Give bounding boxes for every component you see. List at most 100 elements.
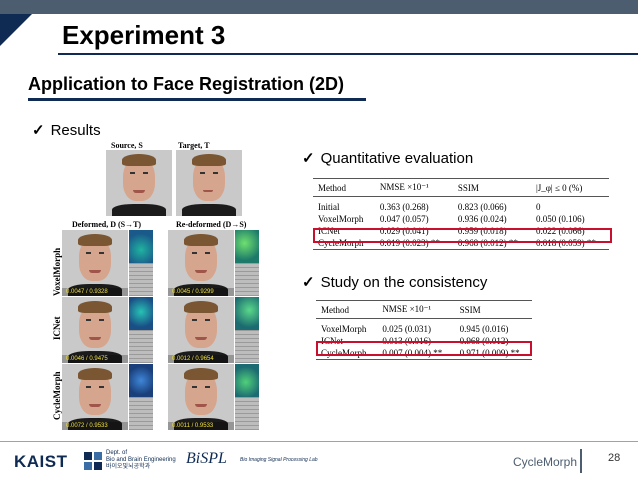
table-cell: 0.363 (0.268) [379, 202, 429, 212]
score-label: 0.0047 / 0.9328 [62, 288, 128, 296]
bullet-results-label: Results [50, 122, 101, 139]
check-icon: ✓ [302, 150, 315, 167]
table-cell: 0.959 (0.018) [457, 226, 507, 236]
redeformed-face-cyclemorph: 0.0011 / 0.9533 [168, 364, 234, 430]
table-cell: 0.018 (0.059) ** [530, 237, 609, 250]
bullet-quantitative: ✓ Quantitative evaluation [302, 149, 473, 167]
redeformed-face-icnet: 0.0012 / 0.9654 [168, 297, 234, 363]
table-row: VoxelMorph 0.025 (0.031) 0.945 (0.016) [316, 319, 532, 336]
corner-accent [0, 14, 32, 46]
bispl-logo: BiSPL [186, 450, 227, 467]
check-icon: ✓ [32, 122, 45, 139]
deformation-grid [129, 397, 153, 430]
table-header: SSIM [452, 178, 531, 197]
table-cell: 0.968 (0.012) ** [452, 237, 531, 250]
deformation-map [129, 230, 153, 263]
title-divider [58, 53, 638, 55]
row-label-voxelmorph: VoxelMorph [52, 247, 62, 296]
page-number: 28 [608, 452, 621, 464]
deformation-grid [235, 397, 259, 430]
deformation-map [129, 297, 153, 330]
table-header: Method [316, 300, 378, 319]
table-header: Method [313, 178, 375, 197]
kaist-logo: KAIST [14, 452, 68, 471]
deformation-map [235, 297, 259, 330]
footer-divider [0, 441, 638, 442]
subtitle-underline [28, 98, 366, 101]
deformed-label: Deformed, D (S→T) [72, 220, 142, 229]
table-cell: 0.019 (0.023) ** [374, 237, 453, 250]
check-icon: ✓ [302, 274, 315, 291]
deformation-grid [235, 263, 259, 296]
deformation-grid [235, 330, 259, 363]
quantitative-table: Method NMSE ×10⁻¹ SSIM |J_φ| ≤ 0 (%) Ini… [313, 178, 609, 250]
table-cell: 0.047 (0.057) [379, 214, 429, 224]
table-cell: 0.029 (0.041) [379, 226, 429, 236]
table-cell: VoxelMorph [318, 214, 364, 224]
table-cell: 0.007 (0.004) ** [377, 347, 455, 360]
dept-line: Bio and Brain Engineering [106, 457, 176, 463]
footer-separator [580, 449, 582, 473]
source-label: Source, S [111, 141, 143, 150]
table-row: ICNet 0.029 (0.041) 0.959 (0.018) 0.022 … [313, 225, 609, 237]
redeformed-label: Re-deformed (D→S) [176, 220, 247, 229]
bullet-consistency-label: Study on the consistency [320, 274, 488, 291]
table-cell: 0 [535, 202, 541, 212]
top-bar [0, 0, 638, 14]
footer-title: CycleMorph [513, 455, 578, 469]
slide-subtitle: Application to Face Registration (2D) [28, 74, 345, 94]
bispl-subtitle: Bio Imaging Signal Processing Lab [240, 457, 318, 463]
table-cell: VoxelMorph [321, 324, 367, 334]
table-header: |J_φ| ≤ 0 (%) [530, 178, 609, 197]
deformed-face-voxelmorph: 0.0047 / 0.9328 [62, 230, 128, 296]
table-cell: 0.945 (0.016) [459, 324, 509, 334]
target-face-image [176, 150, 242, 216]
deformation-map [235, 230, 259, 263]
table-header: NMSE ×10⁻¹ [374, 178, 453, 197]
table-cell: 0.022 (0.066) [535, 226, 585, 236]
table-row-highlighted: CycleMorph 0.019 (0.023) ** 0.968 (0.012… [313, 237, 609, 250]
score-label: 0.0012 / 0.9654 [168, 355, 234, 363]
table-header-row: Method NMSE ×10⁻¹ SSIM [316, 300, 532, 319]
table-row-highlighted: CycleMorph 0.007 (0.004) ** 0.971 (0.009… [316, 347, 532, 360]
score-label: 0.0011 / 0.9533 [168, 422, 234, 430]
table-cell: 0.050 (0.106) [535, 214, 585, 224]
slide-title: Experiment 3 [62, 20, 226, 50]
bullet-quantitative-label: Quantitative evaluation [320, 150, 474, 167]
deformation-map [235, 364, 259, 397]
dept-logo-icon [84, 452, 102, 470]
table-cell: ICNet [318, 226, 340, 236]
table-row: VoxelMorph 0.047 (0.057) 0.936 (0.024) 0… [313, 213, 609, 225]
deformed-face-cyclemorph: 0.0072 / 0.9533 [62, 364, 128, 430]
score-label: 0.0046 / 0.9475 [62, 355, 128, 363]
table-cell: CycleMorph [316, 347, 378, 360]
source-face-image [106, 150, 172, 216]
highlight-box [313, 228, 612, 243]
deformation-grid [129, 330, 153, 363]
table-cell: Initial [318, 202, 340, 212]
redeformed-face-voxelmorph: 0.0045 / 0.9299 [168, 230, 234, 296]
table-cell: 0.025 (0.031) [382, 324, 432, 334]
table-row: Initial 0.363 (0.268) 0.823 (0.066) 0 [313, 197, 609, 214]
row-label-icnet: ICNet [52, 316, 62, 341]
deformed-face-icnet: 0.0046 / 0.9475 [62, 297, 128, 363]
score-label: 0.0072 / 0.9533 [62, 422, 128, 430]
highlight-box [316, 341, 532, 356]
deformation-grid [129, 263, 153, 296]
table-header: NMSE ×10⁻¹ [377, 300, 455, 319]
score-label: 0.0045 / 0.9299 [168, 288, 234, 296]
dept-logo-text: Dept. of Bio and Brain Engineering 바이오및뇌… [106, 450, 176, 471]
bullet-results: ✓ Results [32, 121, 101, 139]
table-header-row: Method NMSE ×10⁻¹ SSIM |J_φ| ≤ 0 (%) [313, 178, 609, 197]
table-cell: 0.936 (0.024) [457, 214, 507, 224]
dept-line: Dept. of [106, 450, 128, 456]
table-cell: CycleMorph [313, 237, 375, 250]
deformation-map [129, 364, 153, 397]
table-header: SSIM [454, 300, 532, 319]
target-label: Target, T [178, 141, 210, 150]
table-cell: 0.823 (0.066) [457, 202, 507, 212]
row-label-cyclemorph: CycleMorph [52, 371, 62, 421]
bullet-consistency: ✓ Study on the consistency [302, 273, 487, 291]
table-cell: 0.971 (0.009) ** [454, 347, 532, 360]
dept-line: 바이오및뇌공학과 [106, 464, 151, 470]
